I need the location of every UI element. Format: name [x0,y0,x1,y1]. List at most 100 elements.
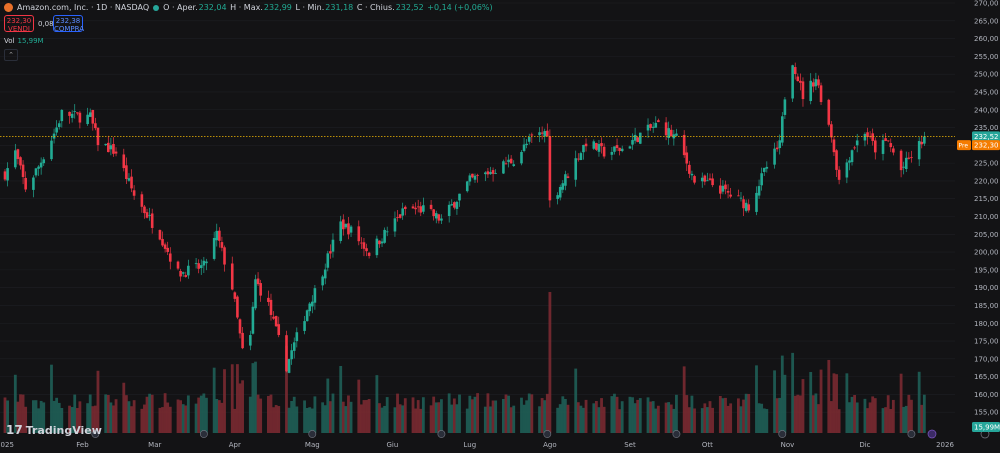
volume-bar [186,395,190,433]
volume-bar [801,379,805,433]
candle-body [187,265,190,276]
volume-bar [109,402,113,433]
volume-bar [383,405,387,433]
collapse-chevron-icon[interactable]: ⌃ [4,49,18,61]
y-tick-label: 225,00 [974,160,999,168]
volume-bar [248,396,252,433]
volume-bar [522,404,526,433]
candle-body [176,261,180,269]
volume-bar [52,400,56,433]
candle-body [832,139,836,153]
volume-bar [509,407,513,433]
volume-bar [468,395,472,433]
volume-bar [236,364,239,433]
symbol-title[interactable]: Amazon.com, Inc. · 1D · NASDAQ [17,3,150,12]
candle-body [863,133,867,141]
candle-body [486,171,490,175]
candle-body [19,157,22,166]
volume-bar [378,403,381,433]
y-tick-label: 190,00 [974,284,999,292]
volume-bar [512,405,516,433]
candle-body [638,132,642,144]
volume-bar [540,398,544,433]
volume-bar [664,402,668,433]
candle-body [184,275,188,277]
watermark-text: TradingView [25,423,102,437]
candle-body [96,127,100,146]
candle-body [455,201,459,209]
volume-bar [778,397,782,433]
volume-bar [70,407,74,433]
earnings-marker-icon [543,430,552,438]
volume-bar [672,408,676,433]
time-axis[interactable]: 2025 Feb Mar Apr Mag Giu Lug Ago Set Ott Nov Dic 202… [0,441,954,449]
volume-bar [610,396,614,433]
y-tick-label: 220,00 [974,177,999,185]
volume-bar [241,380,244,433]
price-axis[interactable]: 155,00 160,00 165,00 170,00 175,00 180,00 185,… [974,0,999,417]
candle-body [267,297,270,302]
volume-bar [504,394,508,433]
volume-bar [656,405,660,433]
volume-bar [700,408,704,433]
volume-bar [886,395,890,433]
volume-bar [414,408,418,433]
volume-bar [811,395,815,433]
sell-button[interactable]: 232,30 VENDI [4,15,34,33]
candle-body [57,123,61,127]
volume-bar [868,402,872,433]
candle-body [819,85,823,103]
last-price-label: 232,52 [974,133,999,141]
volume-bar [742,399,745,433]
candle-body [367,252,371,256]
volume-bar [447,393,451,433]
volume-bar [140,408,144,433]
volume-bar [217,400,221,433]
candle-body [809,80,813,102]
candle-body [32,177,35,190]
candle-body [721,185,725,192]
volume-bar [238,383,242,433]
volume-bar [530,394,534,433]
volume-bar [285,345,288,433]
volume-bar [582,407,585,433]
volume-bar [326,378,330,433]
volume-bar [230,364,234,433]
candle-body [125,165,128,179]
buy-button[interactable]: 232,38 COMPRA [53,15,84,33]
volume-bar [739,406,743,433]
candle-body [403,206,407,209]
volume-bar [917,371,921,433]
candle-body [114,151,118,154]
candle-body [269,299,273,315]
buy-price: 232,38 [55,17,81,25]
candle-body [259,283,262,296]
candle-body [326,253,330,268]
candle-body [765,166,769,169]
volume-bar [507,395,510,433]
candle-body [86,114,89,125]
candle-body [362,242,366,249]
volume-bar [396,393,399,433]
volume-bar [367,399,371,433]
volume-bar [380,407,384,433]
volume-bar [922,394,926,433]
volume-bar [202,393,206,433]
candle-body [42,159,46,164]
volume-bar [55,397,59,433]
candle-body [437,214,441,221]
volume-bar [765,409,769,433]
volume-bar [613,393,616,433]
candle-body [719,185,722,194]
volume-bar [32,400,35,433]
candle-body [344,223,348,228]
volume-bar [254,361,257,433]
candle-body [737,195,740,197]
candle-body [853,147,856,149]
x-tick-label: Ott [702,441,713,449]
candle-body [375,238,379,256]
volume-bar [19,394,22,433]
y-tick-label: 245,00 [974,88,999,96]
x-tick-label: 2026 [936,441,954,449]
